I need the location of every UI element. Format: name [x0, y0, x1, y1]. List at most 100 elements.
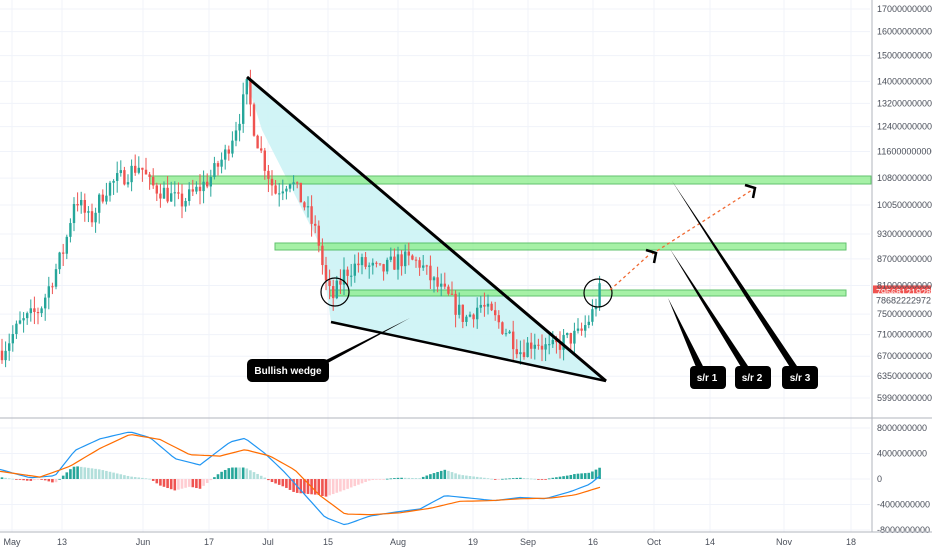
candle[interactable]	[108, 180, 112, 202]
candle[interactable]	[22, 312, 25, 333]
candle[interactable]	[137, 156, 140, 175]
candle[interactable]	[576, 318, 580, 334]
candle[interactable]	[386, 257, 389, 275]
candle[interactable]	[112, 179, 115, 195]
candle[interactable]	[238, 113, 241, 142]
candle[interactable]	[566, 332, 569, 339]
candle[interactable]	[497, 310, 500, 329]
candle[interactable]	[465, 314, 468, 327]
candle[interactable]	[101, 189, 104, 204]
candle[interactable]	[4, 341, 7, 368]
candle[interactable]	[324, 256, 328, 291]
candle[interactable]	[26, 311, 29, 325]
candle[interactable]	[162, 181, 166, 199]
candle[interactable]	[72, 197, 76, 232]
candle[interactable]	[328, 269, 331, 300]
macd-layer[interactable]: 8000000000 4000000000 0 -4000000000 -8000000…	[0, 423, 930, 535]
candle[interactable]	[40, 306, 43, 318]
candle[interactable]	[252, 102, 256, 137]
candle[interactable]	[76, 192, 79, 212]
candle[interactable]	[87, 206, 90, 223]
candle[interactable]	[389, 247, 392, 263]
candle[interactable]	[116, 161, 119, 193]
candle[interactable]	[98, 193, 101, 224]
candle[interactable]	[580, 322, 583, 336]
candle[interactable]	[296, 181, 299, 189]
candle[interactable]	[364, 251, 367, 270]
candle[interactable]	[159, 183, 162, 208]
candle[interactable]	[134, 154, 137, 176]
candle[interactable]	[479, 295, 482, 313]
candle[interactable]	[490, 301, 493, 312]
candle[interactable]	[587, 315, 590, 329]
candle[interactable]	[306, 196, 310, 218]
candle[interactable]	[288, 183, 292, 193]
candle[interactable]	[148, 171, 151, 190]
candle[interactable]	[299, 182, 302, 203]
candle[interactable]	[263, 147, 266, 180]
candle[interactable]	[292, 175, 295, 191]
candle[interactable]	[180, 184, 184, 219]
candle[interactable]	[594, 298, 598, 317]
candle[interactable]	[152, 168, 155, 189]
candle[interactable]	[177, 182, 180, 200]
candle[interactable]	[558, 331, 562, 359]
candle[interactable]	[8, 333, 11, 361]
candle[interactable]	[468, 311, 472, 318]
candle[interactable]	[11, 325, 14, 352]
candle[interactable]	[202, 170, 205, 204]
candle[interactable]	[425, 264, 428, 275]
candle[interactable]	[33, 296, 36, 325]
candle[interactable]	[476, 297, 479, 329]
candle[interactable]	[494, 301, 497, 321]
candle[interactable]	[69, 218, 72, 243]
candle[interactable]	[548, 333, 551, 355]
candle[interactable]	[227, 145, 230, 161]
candle[interactable]	[206, 173, 209, 189]
candle[interactable]	[346, 266, 349, 287]
candle[interactable]	[47, 276, 50, 310]
candle[interactable]	[260, 136, 263, 154]
candle[interactable]	[94, 207, 97, 233]
candle[interactable]	[371, 258, 374, 275]
candle[interactable]	[378, 263, 382, 266]
candle[interactable]	[540, 334, 544, 362]
candle[interactable]	[15, 320, 18, 339]
candle[interactable]	[213, 156, 216, 180]
candle[interactable]	[522, 339, 526, 360]
candle[interactable]	[58, 251, 61, 274]
candle[interactable]	[458, 292, 461, 319]
candle[interactable]	[281, 179, 284, 201]
candle[interactable]	[418, 257, 421, 276]
candle[interactable]	[407, 242, 410, 266]
candle[interactable]	[249, 69, 252, 117]
candle[interactable]	[170, 181, 173, 202]
candle[interactable]	[173, 181, 176, 207]
candle[interactable]	[501, 321, 504, 335]
candle[interactable]	[310, 195, 313, 237]
candle[interactable]	[400, 250, 403, 276]
candle[interactable]	[51, 282, 54, 295]
candle[interactable]	[270, 170, 274, 196]
candle[interactable]	[429, 255, 432, 289]
candle[interactable]	[90, 203, 94, 227]
candle[interactable]	[321, 238, 324, 275]
candle[interactable]	[155, 182, 158, 202]
candle[interactable]	[119, 160, 122, 177]
candle[interactable]	[591, 299, 594, 326]
candle[interactable]	[242, 82, 245, 133]
candle[interactable]	[0, 338, 4, 364]
candle[interactable]	[267, 164, 270, 193]
candle[interactable]	[54, 263, 58, 290]
candle[interactable]	[512, 320, 515, 361]
candle[interactable]	[184, 197, 187, 212]
candle[interactable]	[166, 176, 169, 204]
candle[interactable]	[533, 333, 536, 360]
candle[interactable]	[432, 275, 436, 293]
candle[interactable]	[224, 144, 227, 170]
candle[interactable]	[486, 294, 490, 315]
candle[interactable]	[375, 261, 378, 268]
candle[interactable]	[483, 292, 486, 317]
candle[interactable]	[440, 273, 443, 297]
candle[interactable]	[508, 329, 511, 334]
